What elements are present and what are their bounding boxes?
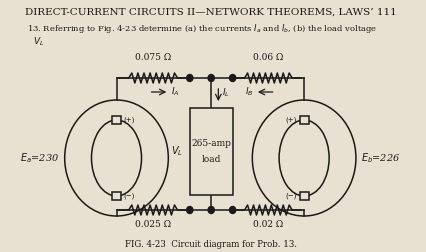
Text: DIRECT-CURRENT CIRCUITS II—NETWORK THEOREMS, LAWS’ 111: DIRECT-CURRENT CIRCUITS II—NETWORK THEOR… xyxy=(25,8,396,17)
Bar xyxy=(112,116,121,124)
Text: 265-amp: 265-amp xyxy=(191,139,230,148)
Circle shape xyxy=(207,75,214,81)
Text: (−): (−) xyxy=(124,193,135,199)
Text: 13. Referring to Fig. 4-23 determine (a) the currents $I_a$ and $I_b$, (b) the l: 13. Referring to Fig. 4-23 determine (a)… xyxy=(27,22,377,35)
Bar xyxy=(112,192,121,200)
Text: 0.025 Ω: 0.025 Ω xyxy=(135,220,171,229)
Text: (−): (−) xyxy=(285,193,296,199)
Text: $I_B$: $I_B$ xyxy=(244,86,253,98)
Text: $E_b$=226: $E_b$=226 xyxy=(360,151,400,165)
Bar xyxy=(299,192,308,200)
Text: 0.02 Ω: 0.02 Ω xyxy=(253,220,283,229)
Circle shape xyxy=(186,206,193,213)
Bar xyxy=(299,116,308,124)
Circle shape xyxy=(229,206,235,213)
Text: 0.06 Ω: 0.06 Ω xyxy=(253,53,283,62)
Text: (+): (+) xyxy=(285,117,296,123)
Circle shape xyxy=(207,206,214,213)
Text: (+): (+) xyxy=(124,117,135,123)
Text: $I_A$: $I_A$ xyxy=(170,86,179,98)
Text: $V_L$: $V_L$ xyxy=(32,35,44,47)
Circle shape xyxy=(186,75,193,81)
Text: FIG. 4-23  Circuit diagram for Prob. 13.: FIG. 4-23 Circuit diagram for Prob. 13. xyxy=(125,240,296,249)
Text: $V_L$: $V_L$ xyxy=(170,145,182,159)
Text: 0.075 Ω: 0.075 Ω xyxy=(135,53,171,62)
Text: $I_L$: $I_L$ xyxy=(222,87,229,99)
Text: load: load xyxy=(201,155,220,164)
Circle shape xyxy=(229,75,235,81)
Text: $E_a$=230: $E_a$=230 xyxy=(20,151,59,165)
Bar xyxy=(189,108,232,195)
